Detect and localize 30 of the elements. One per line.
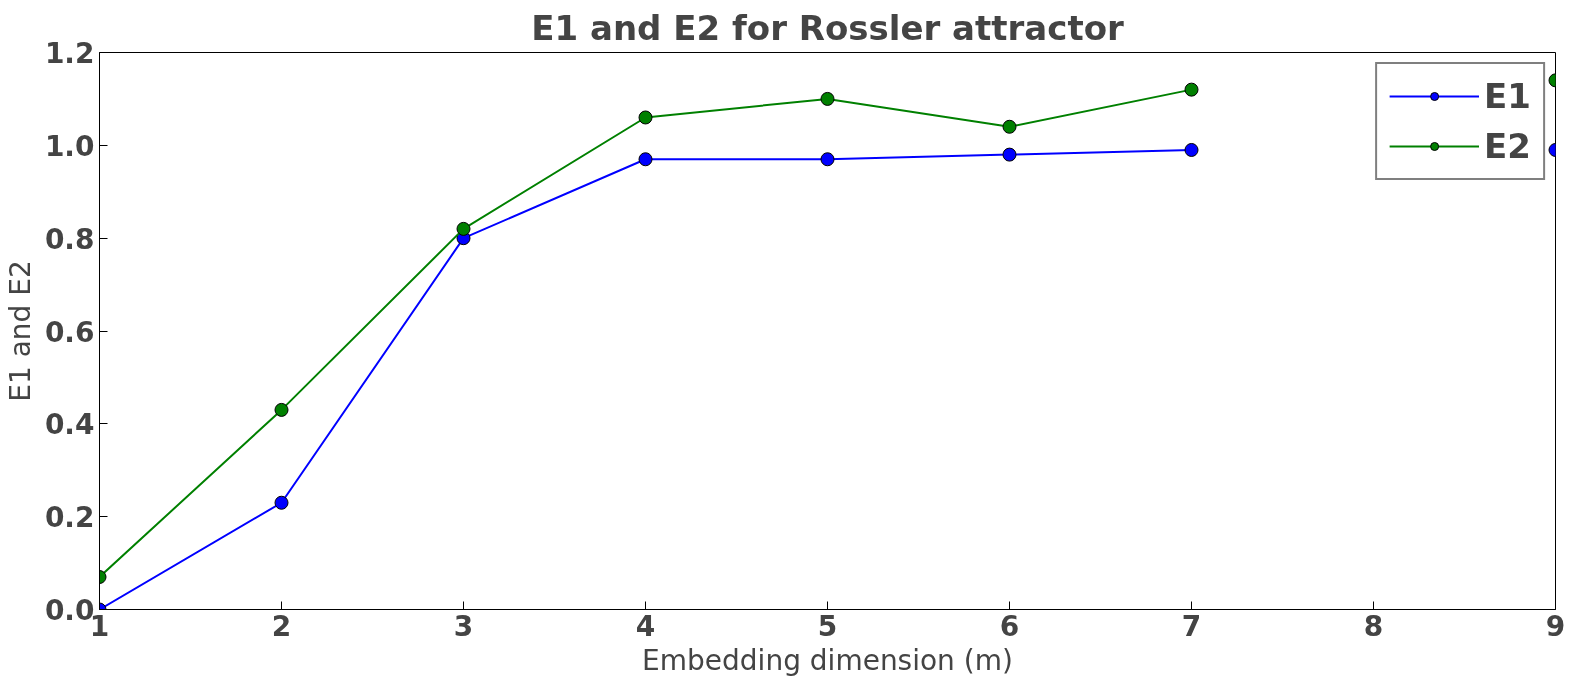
x-tick-label: 6 bbox=[999, 609, 1020, 643]
x-tick-label: 9 bbox=[1545, 609, 1566, 643]
x-tick-label: 8 bbox=[1363, 609, 1384, 643]
point bbox=[638, 110, 653, 125]
point bbox=[1002, 119, 1017, 134]
point bbox=[820, 152, 835, 167]
y-tick-label: 0.4 bbox=[44, 408, 95, 442]
x-tick-label: 5 bbox=[817, 609, 838, 643]
y-axis-title: E1 and E2 bbox=[3, 260, 37, 402]
point bbox=[456, 221, 471, 236]
x-tick-label: 7 bbox=[1181, 609, 1202, 643]
x-tick-label: 2 bbox=[271, 609, 292, 643]
x-tick-label: 3 bbox=[453, 609, 474, 643]
point bbox=[274, 495, 289, 510]
y-tick-label: 0.2 bbox=[44, 501, 95, 535]
legend-label: E2 bbox=[1484, 126, 1531, 166]
point bbox=[1184, 82, 1199, 97]
point bbox=[820, 91, 835, 106]
point bbox=[638, 152, 653, 167]
x-tick-label: 4 bbox=[635, 609, 656, 643]
point bbox=[274, 402, 289, 417]
legend-label: E1 bbox=[1484, 76, 1531, 116]
y-tick-label: 0.8 bbox=[44, 222, 95, 256]
point bbox=[1002, 147, 1017, 162]
y-tick-label: 0.6 bbox=[44, 315, 95, 349]
x-axis-title: Embedding dimension (m) bbox=[642, 643, 1013, 677]
point bbox=[1184, 142, 1199, 157]
y-tick-label: 1.2 bbox=[44, 37, 95, 70]
chart-title: E1 and E2 for Rossler attractor bbox=[531, 7, 1124, 48]
y-tick-label: 1.0 bbox=[44, 129, 95, 163]
